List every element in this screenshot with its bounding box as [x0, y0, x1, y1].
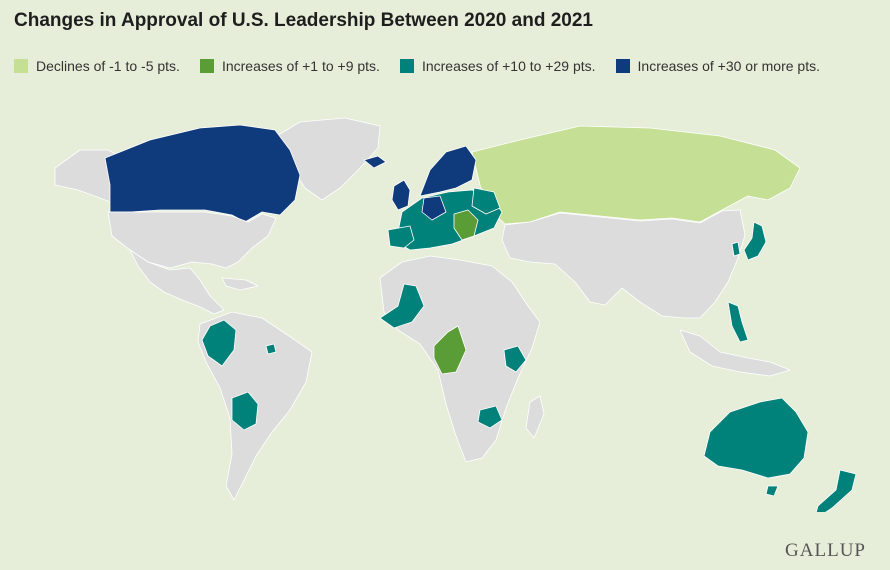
- region-uk-ireland: [391, 179, 411, 211]
- region-japan: [743, 221, 767, 261]
- gallup-logo: GALLUP: [785, 540, 866, 561]
- legend-label-large-increase: Increases of +30 or more pts.: [637, 58, 820, 74]
- legend: Declines of -1 to -5 pts. Increases of +…: [14, 58, 840, 74]
- region-central-europe: [421, 195, 447, 221]
- region-suriname: [265, 343, 277, 355]
- legend-swatch-decline: [14, 59, 28, 73]
- legend-item-large-increase: Increases of +30 or more pts.: [615, 58, 820, 74]
- region-tasmania: [765, 485, 779, 497]
- region-nordics: [419, 145, 477, 197]
- region-greenland: [269, 117, 381, 201]
- region-caribbean: [221, 277, 259, 291]
- region-russia: [471, 125, 801, 225]
- region-australia: [703, 397, 809, 479]
- legend-label-medium-increase: Increases of +10 to +29 pts.: [421, 58, 596, 74]
- legend-swatch-small-increase: [199, 59, 214, 73]
- legend-label-decline: Declines of -1 to -5 pts.: [36, 58, 180, 74]
- region-southeast-asia: [679, 329, 791, 377]
- legend-item-small-increase: Increases of +1 to +9 pts.: [199, 58, 380, 74]
- region-canada: [104, 124, 301, 223]
- region-mali: [379, 283, 425, 329]
- legend-label-small-increase: Increases of +1 to +9 pts.: [221, 58, 380, 74]
- region-madagascar: [525, 395, 545, 439]
- chart-title: Changes in Approval of U.S. Leadership B…: [14, 10, 593, 31]
- region-zimbabwe: [477, 405, 503, 429]
- legend-swatch-medium-increase: [399, 59, 414, 73]
- region-philippines: [727, 301, 749, 343]
- region-south-korea: [731, 241, 741, 257]
- region-new-zealand: [815, 469, 857, 512]
- region-eastern-europe: [471, 187, 501, 215]
- region-balkans: [453, 209, 479, 241]
- region-mexico-central-america: [129, 249, 225, 315]
- legend-item-decline: Declines of -1 to -5 pts.: [14, 58, 180, 74]
- region-asia: [501, 209, 746, 319]
- region-congo: [433, 325, 467, 375]
- region-united-states: [107, 211, 277, 269]
- region-kenya: [503, 345, 527, 373]
- region-colombia: [201, 319, 237, 367]
- legend-item-medium-increase: Increases of +10 to +29 pts.: [399, 58, 596, 74]
- world-map: [54, 117, 857, 512]
- region-iceland: [363, 155, 387, 169]
- legend-swatch-large-increase: [615, 59, 630, 73]
- region-bolivia: [231, 391, 259, 431]
- region-iberia: [387, 225, 415, 249]
